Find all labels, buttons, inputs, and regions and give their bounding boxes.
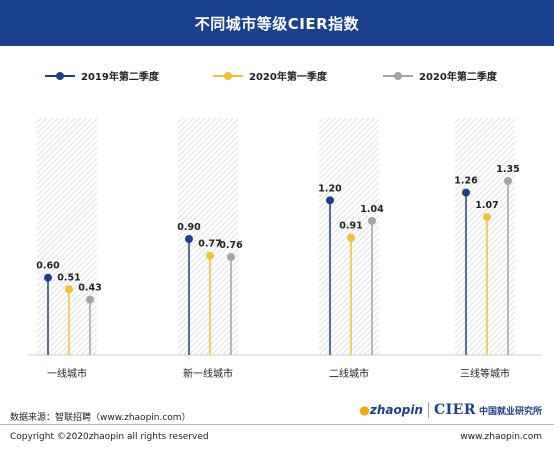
zhaopin-logo: ●zhaopin xyxy=(359,403,423,417)
category-background xyxy=(37,118,97,355)
data-point xyxy=(227,253,235,262)
category-label: 二线城市 xyxy=(329,367,369,380)
data-point xyxy=(326,196,334,205)
data-label: 0.91 xyxy=(339,221,362,232)
legend-item-series-2: 2020年第一季度 xyxy=(213,68,327,83)
data-point xyxy=(185,234,193,243)
legend-marker-series-1 xyxy=(45,71,75,80)
data-label: 0.77 xyxy=(198,239,221,250)
data-label: 0.90 xyxy=(177,222,201,233)
legend-label-series-2: 2020年第一季度 xyxy=(249,72,327,83)
cier-logo: CIER xyxy=(433,402,476,418)
data-point xyxy=(65,285,73,294)
lollipop-chart: 一线城市 0.600.510.43 新一线城市 0.90 0.770.76 二线城市 1.2… xyxy=(28,118,542,380)
legend-label-series-3: 2020年第二季度 xyxy=(419,72,497,83)
data-label: 0.51 xyxy=(57,272,80,283)
legend-label-series-1: 2019年第二季度 xyxy=(81,72,159,83)
category-label: 三线等城市 xyxy=(460,367,510,380)
logo-divider xyxy=(427,402,429,418)
copyright: Copyright ©2020zhaopin all rights reserv… xyxy=(10,432,209,442)
logos: ●zhaopin CIER 中国就业研究所 xyxy=(359,402,542,418)
data-point xyxy=(462,188,470,197)
data-point xyxy=(368,216,376,225)
legend-item-series-1: 2019年第二季度 xyxy=(45,68,159,83)
legend-marker-series-2 xyxy=(213,71,243,80)
category-label: 新一线城市 xyxy=(183,367,233,380)
category-label: 一线城市 xyxy=(47,367,87,380)
data-point xyxy=(483,213,491,222)
footer-divider xyxy=(0,424,554,425)
chart-header: 不同城市等级CIER指数 xyxy=(0,0,554,46)
category-background xyxy=(455,118,515,355)
data-point xyxy=(44,273,52,282)
data-label: 1.20 xyxy=(318,183,342,194)
data-label: 1.26 xyxy=(454,176,478,187)
data-label: 0.76 xyxy=(219,240,243,251)
data-label: 1.35 xyxy=(496,164,519,175)
data-source: 数据来源：智联招聘（www.zhaopin.com） xyxy=(10,413,191,423)
legend: 2019年第二季度 2020年第一季度 2020年第二季度 xyxy=(0,68,554,88)
data-point xyxy=(504,176,512,185)
data-point xyxy=(347,233,355,242)
cier-chinese-name: 中国就业研究所 xyxy=(478,406,542,417)
chart-title: 不同城市等级CIER指数 xyxy=(194,14,360,33)
legend-item-series-3: 2020年第二季度 xyxy=(383,68,497,83)
data-label: 1.07 xyxy=(475,200,498,211)
data-point xyxy=(86,295,94,304)
data-label: 0.43 xyxy=(78,283,101,294)
data-label: 0.60 xyxy=(36,261,60,272)
data-point xyxy=(206,251,214,260)
legend-marker-series-3 xyxy=(383,71,413,80)
data-label: 1.04 xyxy=(360,204,384,215)
site-url: www.zhaopin.com xyxy=(460,432,542,442)
